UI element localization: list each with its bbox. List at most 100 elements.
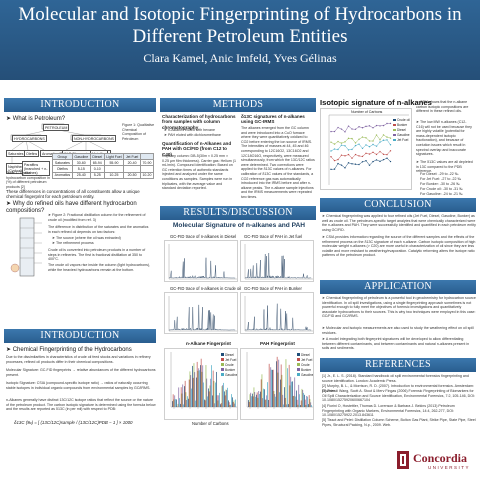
section-methods: METHODS [160, 98, 316, 112]
chart-title: GC-FID trace of n-alkanes in Diesel [170, 234, 237, 239]
fingerprint-bar [294, 377, 296, 407]
fingerprint-bar [274, 394, 276, 407]
intro2-para: Due to the dissimilarities in characteri… [6, 355, 151, 364]
fingerprint-bar [265, 399, 267, 407]
fingerprint-bar [234, 403, 236, 407]
application-point-text: A model integrating both fingerprint sig… [322, 337, 470, 351]
table-header-row: Group Gasoline Diesel Light Fuel Jet Fue… [52, 152, 155, 161]
composition-table: Group Gasoline Diesel Light Fuel Jet Fue… [52, 152, 155, 179]
legend-swatch [297, 353, 300, 356]
fingerprint-bar [230, 404, 232, 407]
fingerprint-bar [255, 396, 256, 407]
fingerprint-bar [211, 365, 212, 407]
trace-line [244, 303, 312, 331]
fingerprint-bar [172, 394, 174, 407]
fingerprint-bar [261, 374, 263, 407]
q2-point-text: The refinement process [55, 241, 94, 245]
fingerprint-bar [205, 365, 207, 407]
gc-trace-diesel [164, 240, 238, 282]
intro-q1-text: What is Petroleum? [12, 116, 66, 122]
fingerprint-bar [192, 365, 193, 407]
fingerprint-bar [272, 369, 273, 407]
fingerprint-bar [204, 400, 206, 407]
fingerprint-bar [304, 394, 305, 407]
legend-swatch [221, 368, 224, 371]
fingerprint-bar [218, 395, 220, 407]
fingerprint-bar [182, 384, 184, 407]
iso-note-text: The δ13C values are all depleted in 13C … [416, 160, 473, 174]
fingerprint-bar [267, 382, 268, 407]
fingerprint-bar [186, 399, 188, 407]
trace-line [168, 257, 236, 279]
iso-series-line [330, 139, 391, 152]
reference-item: [5] Tissot and Pelet: Distillation Colum… [322, 418, 476, 427]
iso-legend-swatch [393, 129, 396, 131]
fingerprint-bar [256, 392, 258, 407]
fingerprint-bar [214, 403, 216, 407]
fingerprint-bar [299, 394, 300, 407]
fingerprint-bar [233, 400, 235, 407]
fingerprint-bar [177, 403, 179, 407]
intro2-para: Molecular Signature: GC-FID fingerprints… [6, 368, 156, 377]
reference-item: [3] Zhendi Wang, Scott A. Stout & Merv F… [322, 389, 476, 403]
legend-label: Crude [225, 363, 234, 367]
fingerprint-bar [195, 400, 196, 407]
title-line-2: Different Petroleum Entities [132, 26, 348, 47]
methods-point-text: PAH eluted with dichloromethane [168, 133, 221, 137]
fingerprint-bar [189, 371, 191, 407]
legend-swatch [221, 358, 224, 361]
non-hydrocarbons-box: NON-HYDROCARBONS [72, 135, 116, 142]
pah-fingerprint-title: PAH Fingerprint [260, 341, 295, 346]
table-cell: 10-25 [103, 171, 125, 179]
trace-line [244, 252, 312, 279]
fingerprint-bar [254, 392, 256, 407]
authors: Clara Kamel, Anic Imfeld, Yves Gélinas [143, 51, 337, 65]
fingerprint-bar [196, 377, 197, 407]
fingerprint-bar [281, 374, 283, 407]
fingerprint-bar [257, 397, 259, 407]
legend-swatch [297, 368, 300, 371]
fingerprint-bar [228, 402, 230, 407]
application-point: ➤ Chemical fingerprinting of petroleum i… [322, 296, 476, 319]
fingerprint-bar [212, 370, 214, 407]
fingerprint-bar [259, 394, 260, 407]
fingerprint-bar [228, 400, 229, 407]
conclusion-point-text: Chemical fingerprinting was applied to f… [322, 214, 476, 232]
iso-legend-label: Jet Fuel [397, 138, 409, 142]
table-cell: 20-50 [123, 171, 141, 179]
iso-note-text: The low MW n-alkanes (C12-C16) will not … [416, 120, 472, 157]
q2-point: ➤ The refinement process [52, 241, 94, 245]
chart-title: GC-FID trace of PAH in Jet fuel [244, 234, 303, 239]
fingerprint-bar [201, 371, 203, 407]
application-point-text: Molecular and isotopic measurements are … [322, 326, 474, 335]
fingerprint-bar [295, 396, 296, 407]
iso-legend-swatch [393, 139, 396, 141]
fingerprint-bar [303, 392, 304, 407]
table-cell: 25-40 [71, 171, 91, 179]
legend-label: Bunker [225, 368, 236, 372]
fingerprint-bar [292, 381, 293, 407]
saturates-box: Saturates [6, 150, 26, 157]
fingerprint-bar [268, 399, 269, 407]
fingerprint-bar [219, 392, 220, 407]
iso-legend-label: Crude oil [397, 118, 410, 122]
legend-label: Diesel [301, 353, 310, 357]
fingerprint-bar [282, 394, 284, 407]
fingerprint-bar [200, 365, 201, 407]
fingerprint-bar [306, 396, 308, 407]
fingerprint-bar [174, 395, 176, 407]
fingerprint-bar [190, 375, 192, 407]
fingerprint-bar [200, 358, 202, 407]
q2-point: The crude oil vapors rise inside the col… [48, 263, 151, 272]
fingerprint-bar [175, 399, 176, 407]
poster-header: Molecular and Isotopic Fingerprinting of… [0, 0, 480, 80]
paraffins-box: Paraffins (branched + n-alkanes) [22, 161, 50, 176]
methods-point: ➤ PAH eluted with dichloromethane [164, 133, 221, 137]
reference-text: Fiorini O, Hostettler, Thomas D. Lorenso… [322, 404, 455, 418]
q2-point-text: The source (where the oil was extracted) [55, 236, 121, 240]
fingerprint-bar [273, 390, 275, 407]
legend-swatch [221, 353, 224, 356]
section-conclusion: CONCLUSION [320, 198, 476, 212]
fingerprint-bar [284, 397, 286, 407]
fingerprint-bar [208, 391, 210, 407]
